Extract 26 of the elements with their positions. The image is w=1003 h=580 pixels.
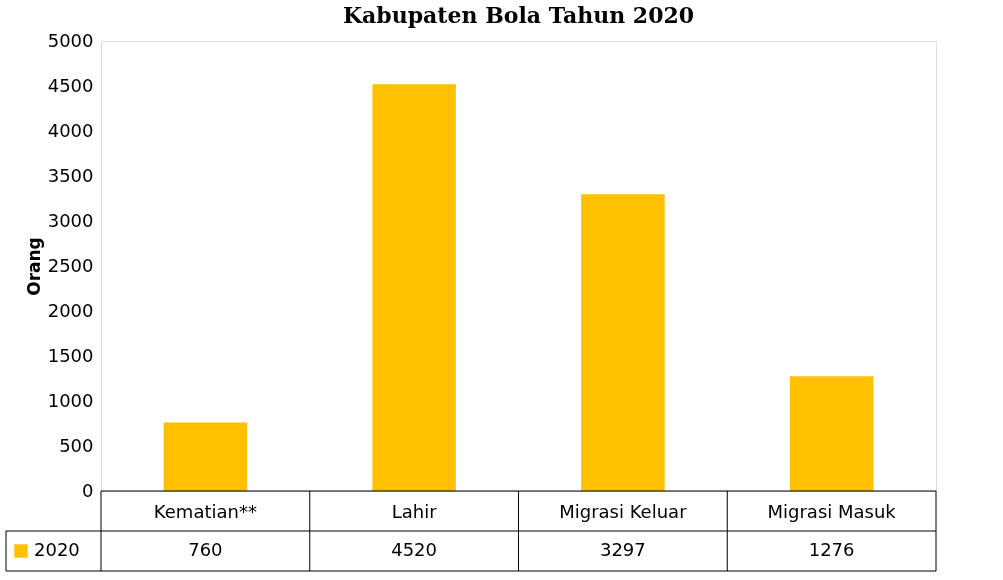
x-tick-label: Lahir	[391, 500, 438, 522]
y-tick-label: 1000	[47, 389, 94, 411]
y-tick-label: 3500	[47, 164, 94, 186]
bar	[581, 194, 665, 491]
y-tick-label: 3000	[47, 209, 94, 231]
bar	[789, 376, 874, 491]
data-label: 4520	[391, 539, 438, 560]
bar	[372, 84, 456, 491]
y-tick-label: 2500	[47, 254, 94, 276]
y-axis-title: Orang	[23, 237, 44, 296]
data-label: 3297	[599, 539, 646, 560]
x-tick-label: Migrasi Masuk	[767, 500, 897, 522]
data-label: 760	[188, 539, 223, 560]
chart-title: Kabupaten Bola Tahun 2020	[342, 2, 695, 28]
y-tick-label: 500	[59, 434, 94, 456]
x-tick-label: Kematian**	[153, 500, 257, 522]
y-tick-label: 2000	[47, 299, 94, 321]
y-tick-label: 0	[82, 479, 94, 501]
y-tick-label: 1500	[47, 344, 94, 366]
data-label: 1276	[808, 539, 855, 560]
y-tick-label: 4000	[47, 119, 94, 141]
y-tick-label: 4500	[47, 74, 94, 96]
bar	[163, 422, 248, 491]
y-tick-label: 5000	[47, 29, 94, 51]
x-tick-label: Migrasi Keluar	[559, 500, 688, 522]
legend-label: 2020	[34, 539, 80, 560]
